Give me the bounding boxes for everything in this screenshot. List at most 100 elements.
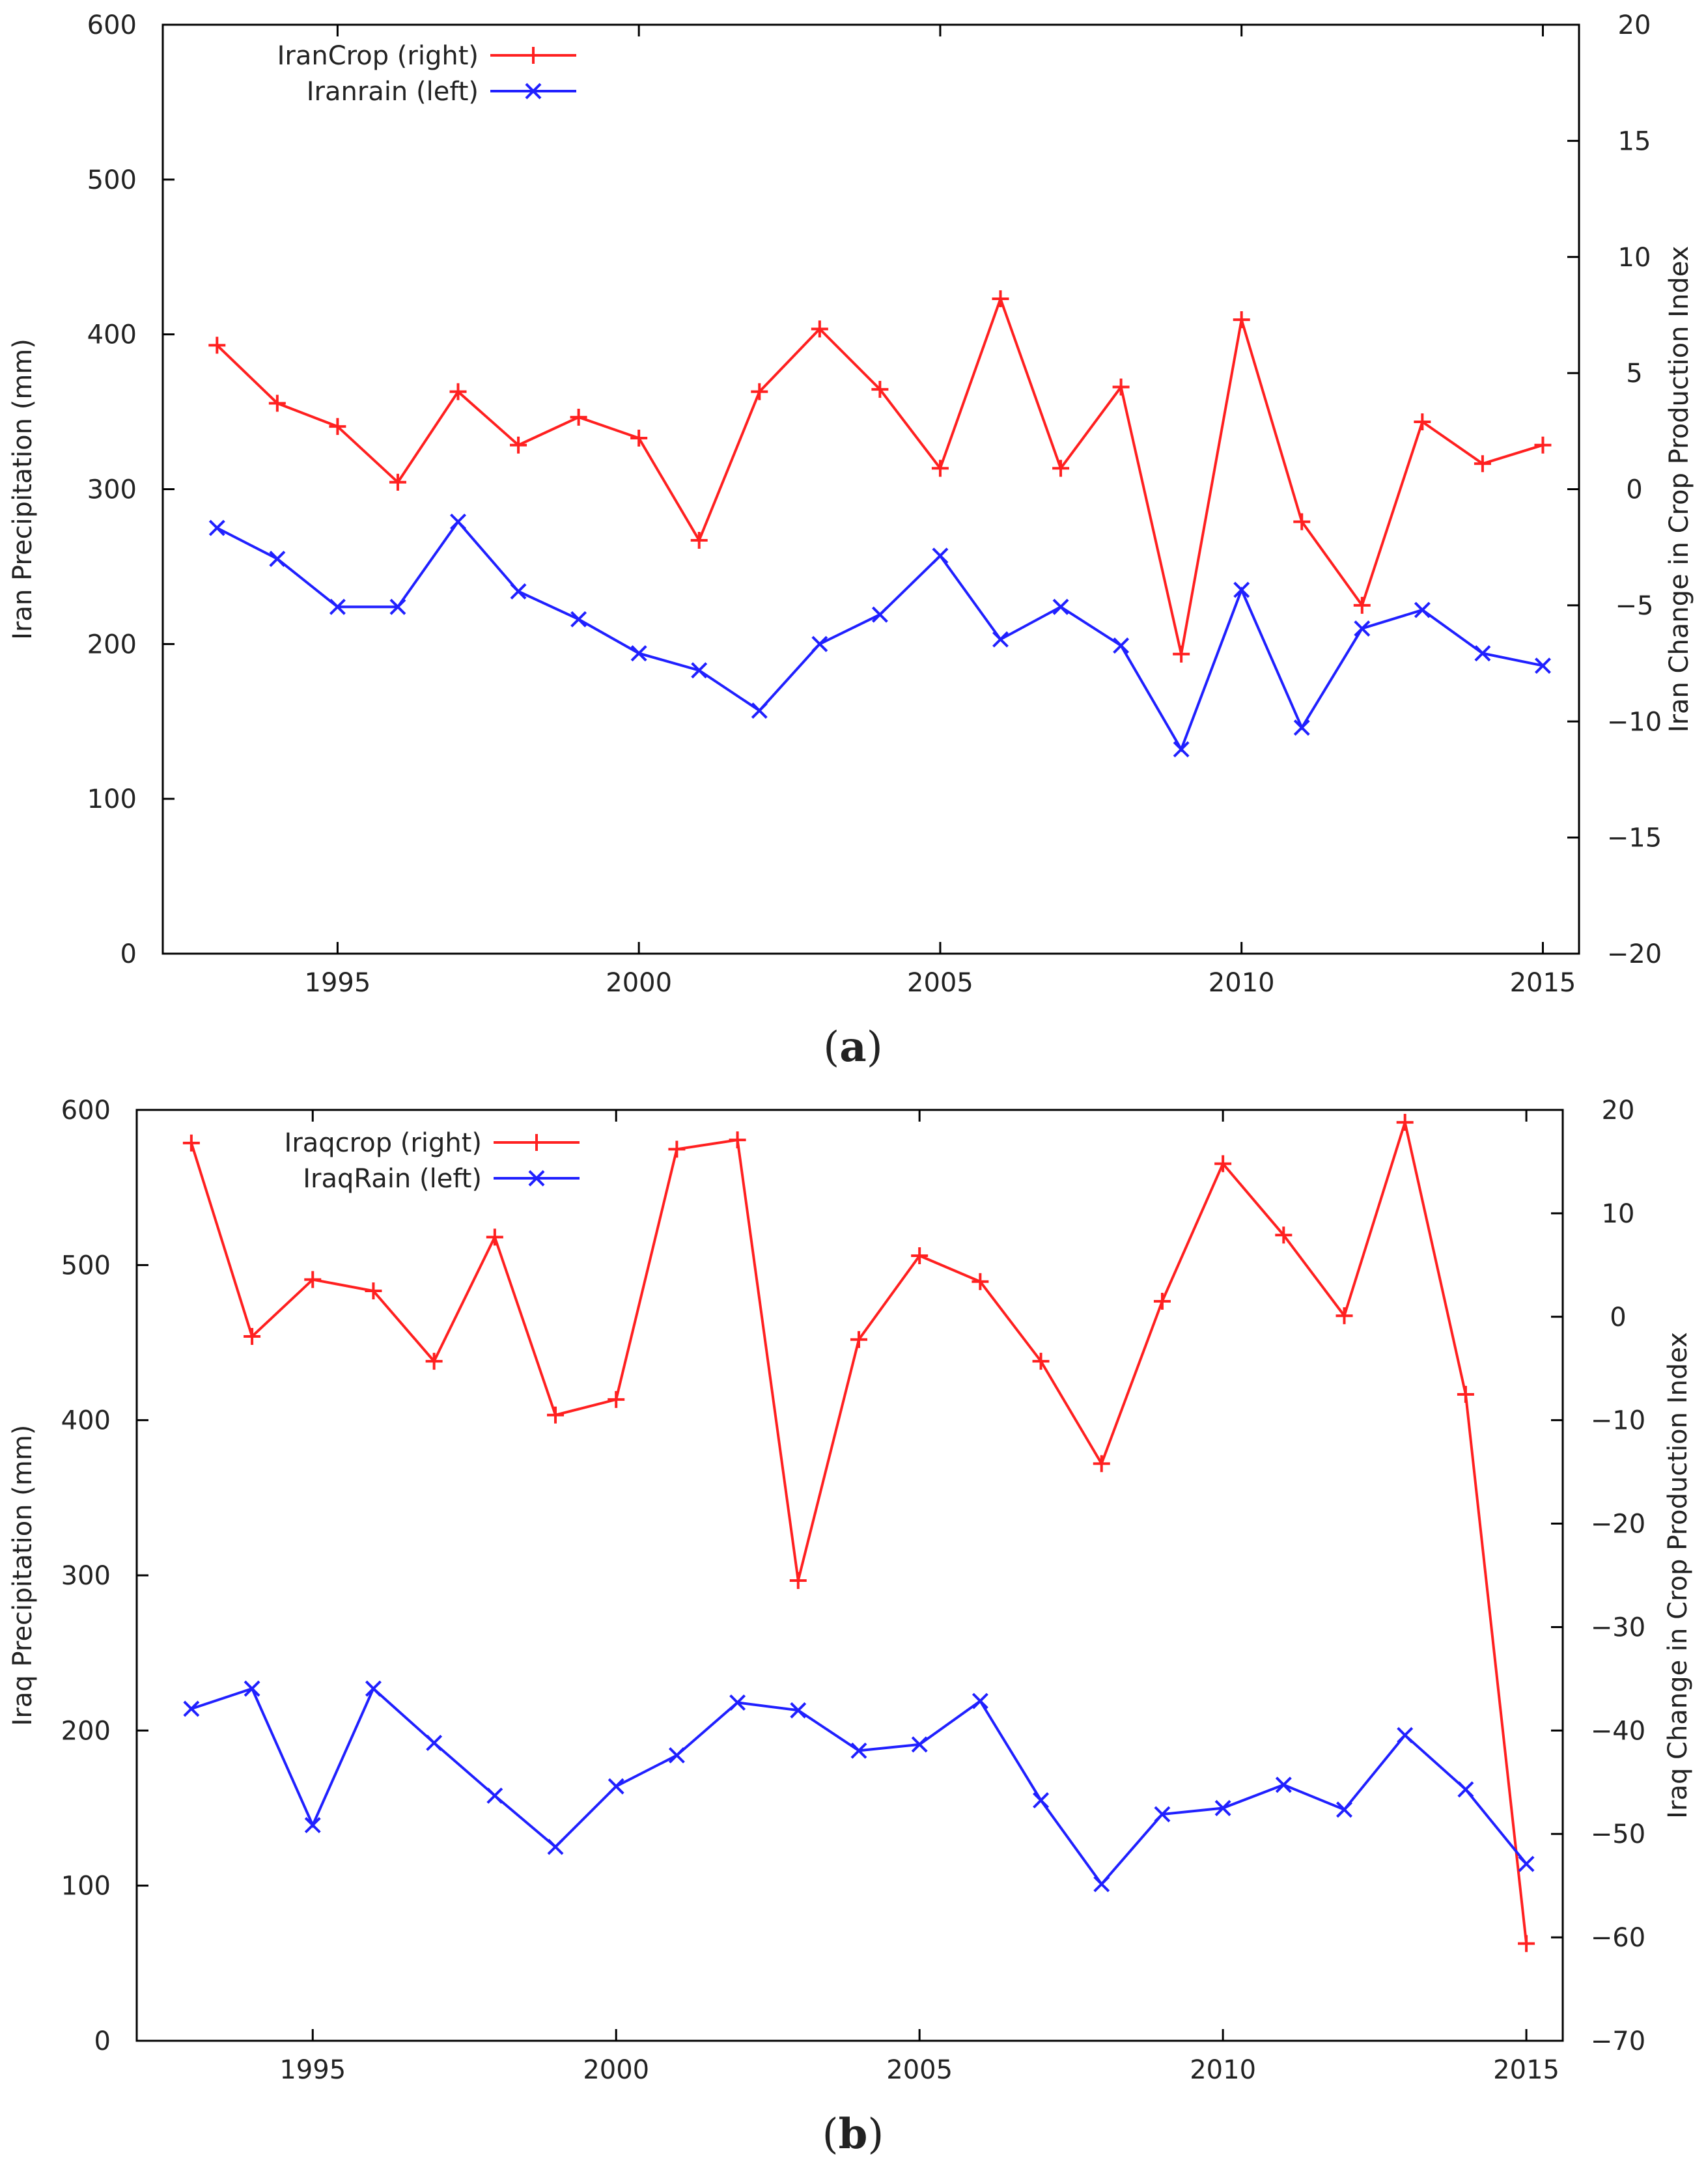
data-point: [1534, 436, 1552, 454]
y-left-tick-label: 600: [87, 10, 137, 40]
data-point: [972, 1693, 988, 1709]
plot-frame: [161, 23, 1580, 955]
data-point: [449, 383, 467, 400]
data-point: [1052, 598, 1069, 615]
data-point: [1335, 1307, 1353, 1325]
data-point: [789, 1571, 807, 1589]
data-point: [911, 1247, 929, 1265]
y-right-tick-label: −50: [1591, 1819, 1645, 1849]
data-point: [751, 702, 768, 719]
data-point: [182, 1134, 200, 1152]
y-right-tick-label: −10: [1607, 707, 1662, 737]
y-left-tick-label: 500: [61, 1251, 111, 1280]
data-point: [608, 1390, 625, 1408]
data-point: [668, 1747, 685, 1763]
data-point: [510, 583, 527, 600]
data-point: [208, 519, 225, 536]
data-point: [1474, 455, 1491, 473]
y-right-tick-label: −15: [1607, 823, 1662, 853]
data-point: [871, 381, 889, 398]
data-point: [1032, 1353, 1050, 1370]
data-point: [1353, 596, 1371, 614]
y-right-tick-label: −60: [1591, 1923, 1645, 1953]
panel-label-letter: b: [839, 2110, 868, 2159]
data-point: [691, 662, 708, 679]
data-point: [1173, 741, 1190, 758]
data-point: [183, 1700, 200, 1717]
series-line: [191, 1686, 1528, 1887]
y-right-tick-label: 20: [1618, 10, 1651, 40]
data-point: [1354, 620, 1371, 637]
data-point: [1275, 1226, 1293, 1244]
y-right-axis-title: Iraq Change in Crop Production Index: [1663, 1332, 1693, 1819]
data-point: [1414, 601, 1431, 618]
data-point: [992, 290, 1009, 307]
data-point: [911, 1736, 928, 1753]
data-point: [208, 337, 226, 354]
y-left-tick-label: 400: [87, 320, 137, 350]
panel-label: (a): [823, 1023, 882, 1071]
legend-marker: [528, 1134, 545, 1151]
legend-label: IraqRain (left): [303, 1164, 482, 1194]
y-right-tick-label: 0: [1626, 475, 1642, 505]
data-point: [932, 547, 949, 564]
y-right-tick-label: −5: [1615, 591, 1654, 621]
legend-label: Iraqcrop (right): [285, 1128, 482, 1158]
data-point: [486, 1787, 503, 1804]
series-left: [183, 1680, 1535, 1892]
data-point: [1093, 1455, 1110, 1472]
y-left-tick-label: 500: [87, 165, 137, 195]
y-left-tick-label: 100: [61, 1872, 111, 1901]
data-point: [1414, 413, 1431, 431]
data-point: [1113, 637, 1130, 654]
data-point: [426, 1734, 443, 1751]
data-point: [1093, 1875, 1110, 1892]
y-left-tick-label: 300: [61, 1561, 111, 1591]
legend-marker: [525, 83, 542, 100]
data-point: [570, 408, 587, 426]
x-tick-label: 2010: [1190, 2055, 1256, 2085]
y-left-tick-label: 0: [94, 2026, 111, 2056]
data-point: [269, 551, 286, 567]
data-point: [365, 1282, 382, 1300]
y-right-tick-label: 15: [1618, 126, 1651, 156]
data-point: [850, 1742, 867, 1759]
y-left-tick-label: 200: [61, 1716, 111, 1746]
data-point: [690, 531, 708, 549]
legend-label: IranCrop (right): [277, 41, 479, 71]
y-left-tick-label: 600: [61, 1096, 111, 1126]
x-tick-label: 2015: [1493, 2055, 1559, 2085]
data-point: [1233, 581, 1250, 598]
data-point: [1233, 311, 1250, 329]
x-tick-label: 2005: [886, 2055, 953, 2085]
data-point: [871, 606, 888, 623]
y-right-tick-label: 10: [1602, 1199, 1635, 1229]
x-tick-label: 2015: [1510, 968, 1576, 998]
data-point: [1052, 460, 1070, 477]
y-left-tick-label: 0: [120, 939, 137, 969]
data-point: [729, 1694, 746, 1711]
y-right-tick-label: −30: [1591, 1612, 1645, 1642]
data-point: [1173, 645, 1190, 663]
data-point: [486, 1228, 503, 1246]
y-right-tick-label: 20: [1602, 1096, 1635, 1126]
data-point: [630, 430, 648, 447]
x-tick-label: 2000: [606, 968, 672, 998]
panel-label-open: (: [822, 2110, 839, 2159]
data-point: [630, 645, 647, 662]
data-point: [1214, 1155, 1232, 1172]
data-point: [570, 611, 587, 628]
data-point: [992, 631, 1009, 648]
data-point: [729, 1131, 746, 1149]
y-right-tick-label: −70: [1591, 2026, 1645, 2056]
data-point: [329, 598, 346, 615]
data-point: [1112, 378, 1130, 396]
series-line: [189, 1117, 1528, 1944]
data-point: [389, 473, 406, 491]
data-point: [425, 1353, 443, 1370]
data-point: [790, 1702, 807, 1719]
x-tick-label: 2005: [907, 968, 973, 998]
data-point: [547, 1406, 565, 1424]
data-point: [1214, 1800, 1231, 1816]
